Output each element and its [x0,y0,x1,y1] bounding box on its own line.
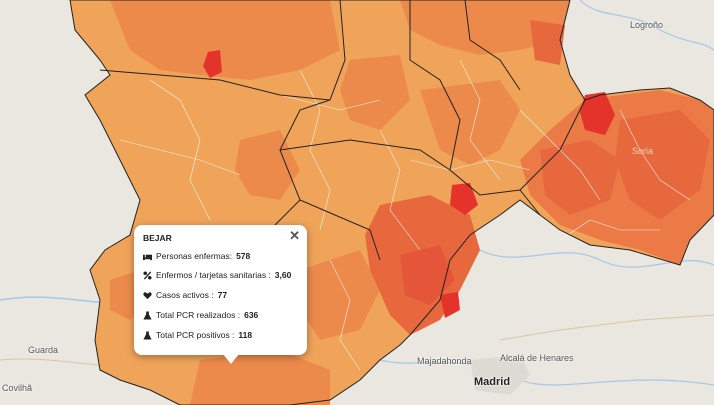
row-value: 118 [238,330,253,340]
close-icon[interactable]: ✕ [289,228,300,243]
popup-row-active: Casos activos : 77 [143,290,227,300]
popup-title: BEJAR [143,233,172,243]
place-label-covilha: Covilhã [2,383,33,393]
place-label-guarda: Guarda [28,345,59,355]
bed-icon [143,254,152,260]
popup-row-pcr-total: Total PCR realizados : 636 [143,310,258,320]
info-popup: BEJAR ✕ Personas enfermas: 578 Enfermos … [134,225,307,355]
row-value: 636 [244,310,259,320]
place-label-logrono: Logroño [630,20,664,30]
virus-icon [143,291,152,299]
popup-row-pcr-positive: Total PCR positivos : 118 [143,330,252,340]
row-label: Total PCR positivos : [156,330,235,340]
row-label: Enfermos / tarjetas sanitarias : [156,270,271,280]
popup-pointer [223,354,239,364]
percent-icon [143,270,152,280]
flask-icon [143,330,152,340]
place-label-majadahonda: Majadahonda [417,356,472,366]
row-label: Personas enfermas: [156,251,233,261]
row-label: Casos activos : [156,290,214,300]
row-value: 3,60 [274,270,292,280]
row-label: Total PCR realizados : [156,310,241,320]
popup-row-ratio: Enfermos / tarjetas sanitarias : 3,60 [143,270,291,280]
place-label-alcala: Alcalá de Henares [500,353,574,363]
row-value: 578 [236,251,251,261]
popup-row-sick: Personas enfermas: 578 [143,251,250,261]
flask-icon [143,310,152,320]
place-label-madrid: Madrid [474,376,511,388]
place-label-soria: Soria [632,146,654,156]
row-value: 77 [217,290,228,300]
